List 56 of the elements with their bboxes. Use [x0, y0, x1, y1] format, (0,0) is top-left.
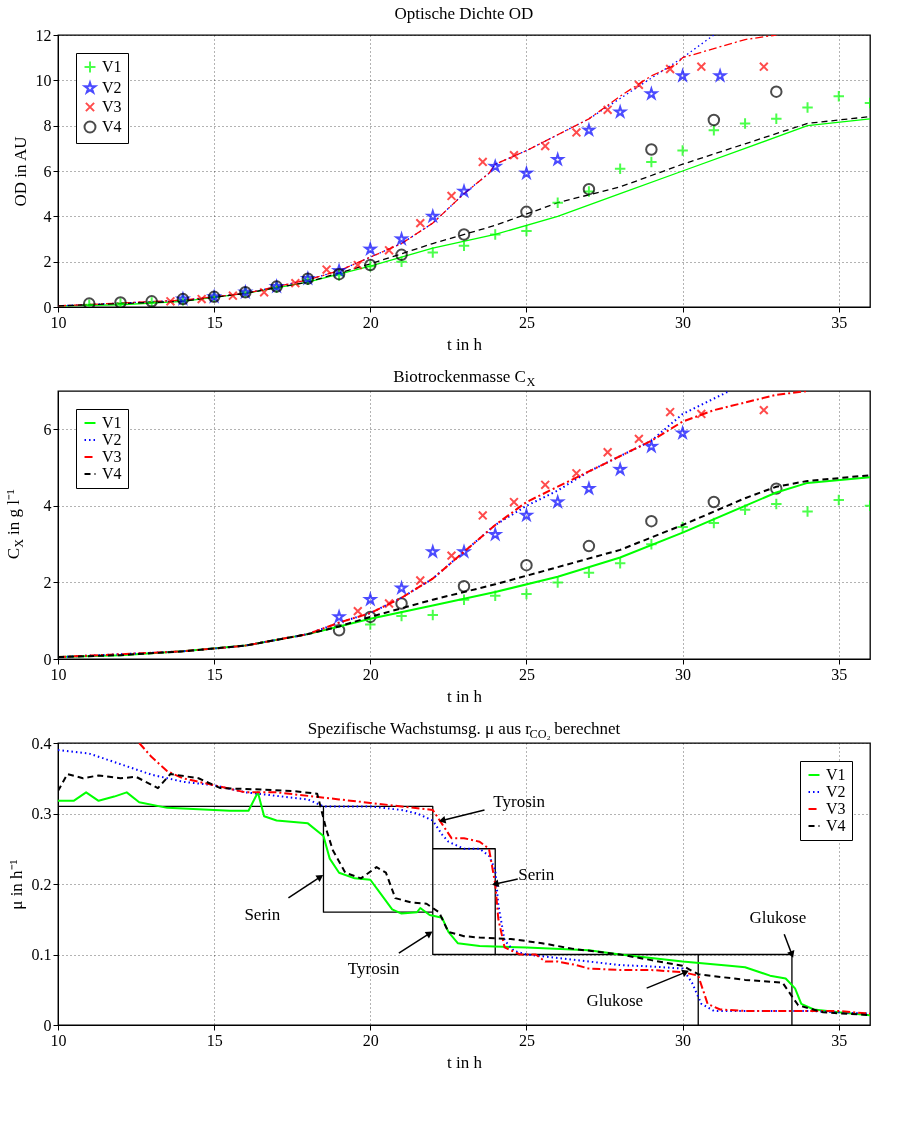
x-tick-label: 20	[362, 313, 379, 331]
x-tick-label: 20	[362, 665, 379, 683]
x-tick-label: 30	[675, 665, 692, 683]
annotation: Glukose	[749, 907, 807, 927]
x-tick-label: 30	[675, 313, 692, 331]
legend-label: V2	[102, 431, 122, 448]
annotation: Glukose	[586, 991, 644, 1011]
y-tick-label: 2	[43, 253, 52, 271]
y-tick-label: 0.3	[31, 805, 52, 822]
y-axis-title: μ in h⁻¹	[6, 859, 26, 910]
legend-label: V3	[102, 98, 122, 115]
x-tick-label: 15	[206, 313, 223, 331]
y-tick-label: 0.4	[31, 734, 52, 752]
y-tick-label: 8	[43, 117, 52, 135]
y-tick-label: 0	[43, 1016, 52, 1034]
legend-label: V3	[826, 800, 846, 817]
y-tick-label: 0	[43, 650, 52, 668]
x-tick-label: 25	[518, 313, 535, 331]
x-tick-label: 30	[675, 1031, 692, 1049]
x-tick-label: 35	[831, 313, 848, 331]
x-tick-label: 15	[206, 1031, 223, 1049]
x-tick-label: 25	[518, 665, 535, 683]
annotation: Tyrosin	[347, 959, 400, 979]
annotation: Tyrosin	[493, 791, 546, 811]
x-tick-label: 20	[362, 1031, 379, 1049]
chart-title: Optische Dichte OD	[394, 4, 534, 23]
y-tick-label: 12	[35, 26, 52, 44]
y-tick-label: 0	[43, 298, 52, 316]
legend-label: V1	[826, 766, 846, 783]
x-axis-title: t in h	[447, 334, 483, 354]
legend-label: V2	[102, 79, 122, 96]
y-tick-label: 6	[43, 420, 52, 438]
legend-label: V3	[102, 448, 122, 465]
annotation: Serin	[518, 865, 555, 884]
x-axis-title: t in h	[447, 686, 483, 706]
y-tick-label: 4	[43, 497, 52, 515]
x-tick-label: 35	[831, 1031, 848, 1049]
x-tick-label: 15	[206, 665, 223, 683]
y-tick-label: 4	[43, 207, 52, 225]
legend-label: V1	[102, 58, 122, 75]
y-tick-label: 6	[43, 162, 52, 180]
legend-label: V4	[102, 118, 122, 135]
y-tick-label: 0.2	[31, 875, 52, 893]
y-tick-label: 0.1	[31, 946, 52, 963]
x-tick-label: 25	[518, 1031, 535, 1049]
y-axis-title: OD in AU	[10, 136, 30, 207]
y-axis-title: CX in g l⁻¹	[4, 489, 27, 560]
legend-label: V1	[102, 414, 122, 431]
y-tick-label: 2	[43, 573, 52, 591]
legend-label: V4	[102, 465, 122, 482]
legend-label: V4	[826, 817, 846, 834]
x-tick-label: 35	[831, 665, 848, 683]
x-axis-title: t in h	[447, 1052, 483, 1072]
legend-label: V2	[826, 783, 846, 800]
annotation: Serin	[244, 904, 281, 924]
y-tick-label: 10	[35, 71, 52, 89]
